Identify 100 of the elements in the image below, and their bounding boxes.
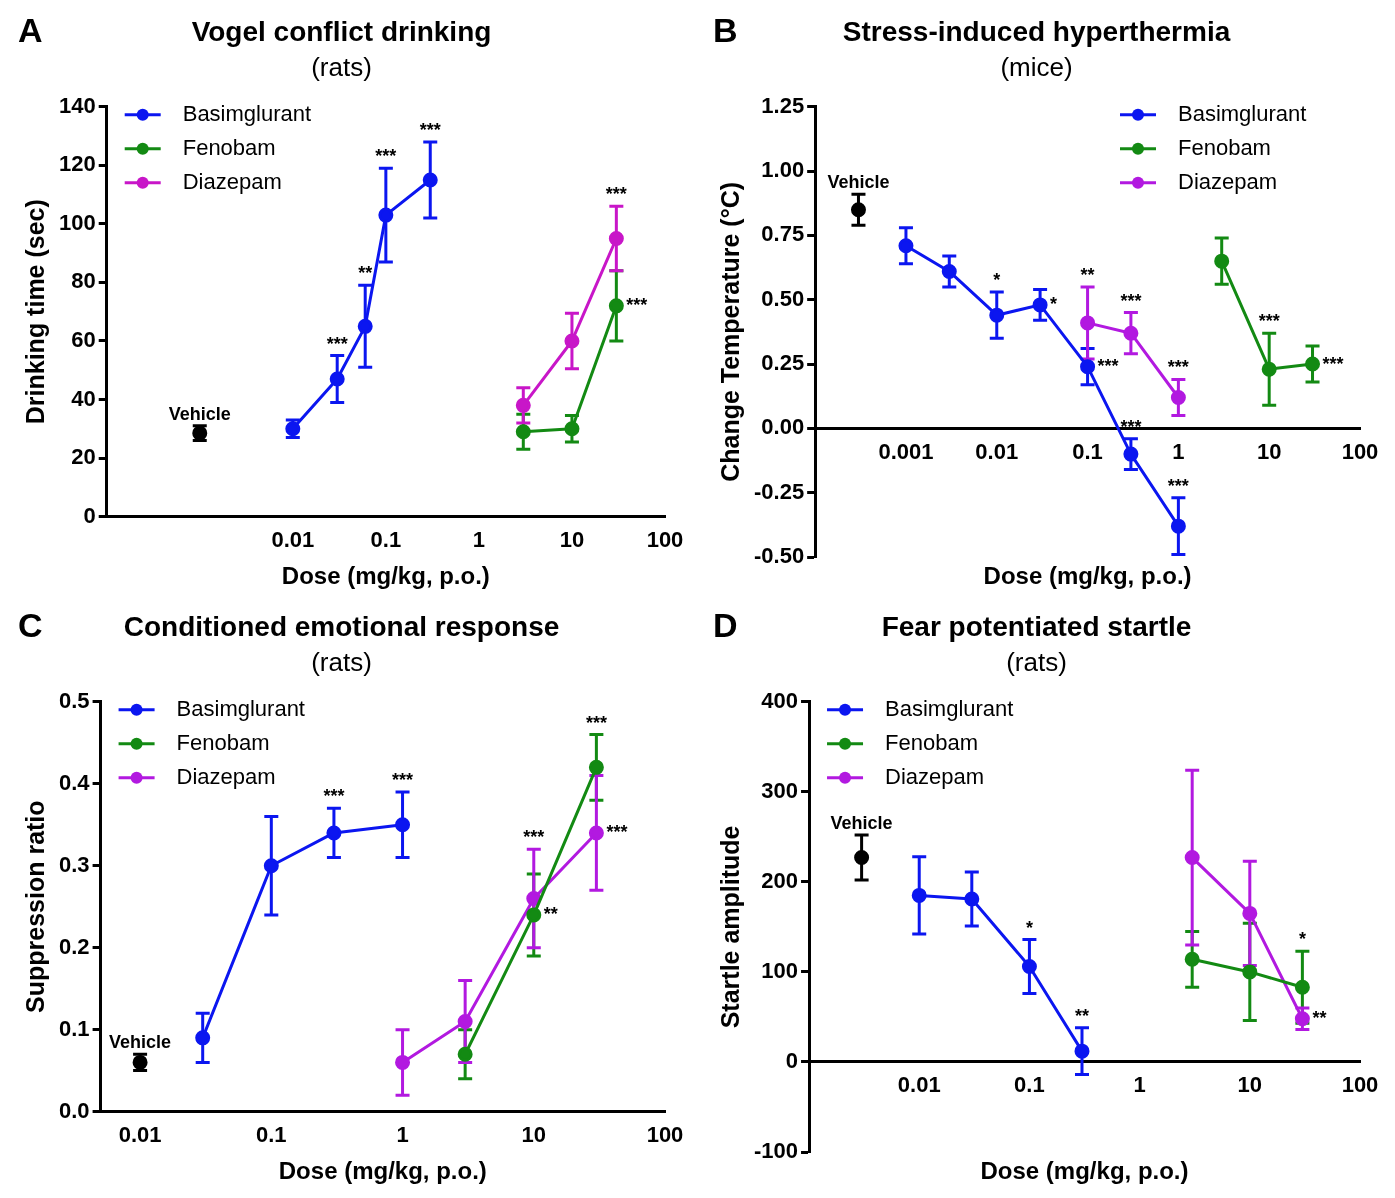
legend-label: Diazepam bbox=[1178, 168, 1278, 194]
y-tick-label: 0.00 bbox=[761, 414, 805, 440]
chart-subtitle: (mice) bbox=[1000, 52, 1073, 83]
annotation: *** bbox=[585, 712, 607, 733]
y-tick-label: 0.3 bbox=[58, 851, 90, 877]
annotation: ** bbox=[543, 904, 558, 925]
x-tick-label: 100 bbox=[646, 1121, 684, 1147]
x-tick-label: 0.01 bbox=[975, 438, 1019, 464]
x-tick-label: 100 bbox=[1341, 1072, 1379, 1098]
legend-label: Basimglurant bbox=[885, 695, 1014, 721]
annotation: *** bbox=[1120, 290, 1142, 311]
y-tick-label: 140 bbox=[58, 92, 96, 118]
text: B bbox=[713, 11, 738, 50]
y-tick-label: 0 bbox=[83, 502, 96, 528]
y-axis-title: Suppression ratio bbox=[20, 800, 49, 1013]
x-axis-title: Dose (mg/kg, p.o.) bbox=[281, 561, 490, 589]
x-tick-label: 0.001 bbox=[878, 438, 934, 464]
annotation: *** bbox=[605, 184, 627, 205]
y-tick-label: 200 bbox=[761, 867, 799, 893]
y-tick-label: -0.25 bbox=[753, 478, 805, 504]
annotation: *** bbox=[323, 786, 345, 807]
text: D bbox=[713, 606, 738, 645]
y-tick-label: 1.00 bbox=[761, 157, 805, 183]
x-tick-label: 0.1 bbox=[1072, 438, 1103, 464]
y-tick-label: -0.50 bbox=[753, 543, 805, 569]
legend-label: Fenobam bbox=[885, 729, 978, 755]
y-tick-label: 20 bbox=[71, 444, 96, 470]
x-axis-title: Dose (mg/kg, p.o.) bbox=[983, 561, 1192, 589]
annotation: *** bbox=[375, 146, 397, 167]
annotation: Vehicle bbox=[827, 172, 890, 193]
x-tick-label: 0.1 bbox=[1014, 1072, 1045, 1098]
x-tick-label: 0.01 bbox=[897, 1072, 941, 1098]
y-tick-label: 100 bbox=[761, 957, 799, 983]
y-tick-label: 1.25 bbox=[761, 92, 805, 118]
annotation: *** bbox=[1167, 357, 1189, 378]
y-tick-label: 0.1 bbox=[58, 1015, 90, 1041]
annotation: Vehicle bbox=[109, 1032, 172, 1053]
annotation: *** bbox=[392, 769, 414, 790]
x-tick-label: 10 bbox=[521, 1121, 547, 1147]
x-tick-label: 1 bbox=[1133, 1072, 1146, 1098]
y-tick-label: -100 bbox=[753, 1138, 799, 1164]
legend-label: Diazepam bbox=[176, 763, 276, 789]
x-tick-label: 0.1 bbox=[256, 1121, 287, 1147]
annotation: *** bbox=[1322, 353, 1344, 374]
y-axis-title: Change Temperature (°C) bbox=[715, 181, 744, 482]
annotation: ** bbox=[1080, 264, 1095, 285]
annotation: *** bbox=[326, 333, 348, 354]
annotation: Vehicle bbox=[830, 813, 893, 834]
x-tick-label: 100 bbox=[1341, 438, 1379, 464]
x-tick-label: 1 bbox=[472, 526, 486, 552]
chart-title: Fear potentiated startle bbox=[881, 610, 1192, 642]
y-tick-label: 80 bbox=[71, 268, 96, 294]
y-tick-label: 40 bbox=[71, 385, 96, 411]
x-tick-label: 100 bbox=[646, 526, 684, 552]
y-tick-label: 0.75 bbox=[761, 221, 805, 247]
x-tick-label: 0.01 bbox=[271, 526, 315, 552]
annotation: * bbox=[1025, 917, 1033, 938]
x-tick-label: 10 bbox=[1237, 1072, 1263, 1098]
annotation: *** bbox=[1120, 416, 1142, 437]
y-axis-title: Drinking time (sec) bbox=[20, 199, 49, 425]
y-tick-label: 0.0 bbox=[58, 1097, 90, 1123]
annotation: * bbox=[1298, 929, 1306, 950]
annotation: ** bbox=[1312, 1008, 1327, 1029]
x-tick-label: 1 bbox=[396, 1121, 409, 1147]
annotation: *** bbox=[1258, 311, 1280, 332]
legend-label: Fenobam bbox=[176, 729, 270, 755]
x-axis-title: Dose (mg/kg, p.o.) bbox=[278, 1156, 487, 1184]
chart-title: Stress-induced hyperthermia bbox=[842, 15, 1231, 47]
y-tick-label: 0 bbox=[785, 1048, 799, 1074]
legend-label: Fenobam bbox=[182, 134, 276, 160]
y-tick-label: 0.25 bbox=[761, 350, 805, 376]
annotation: *** bbox=[1167, 475, 1189, 496]
text: C bbox=[18, 606, 43, 645]
y-axis-title: Startle amplitude bbox=[715, 825, 744, 1029]
legend-label: Basimglurant bbox=[176, 695, 305, 721]
y-tick-label: 400 bbox=[761, 687, 799, 713]
y-tick-label: 0.2 bbox=[58, 933, 90, 959]
y-tick-label: 120 bbox=[58, 151, 96, 177]
x-axis-title: Dose (mg/kg, p.o.) bbox=[980, 1156, 1189, 1184]
chart-subtitle: (rats) bbox=[1006, 647, 1067, 678]
x-tick-label: 0.1 bbox=[370, 526, 402, 552]
annotation: *** bbox=[606, 822, 628, 843]
y-tick-label: 60 bbox=[71, 327, 96, 353]
annotation: *** bbox=[1097, 356, 1119, 377]
legend-label: Diazepam bbox=[182, 168, 282, 194]
legend-label: Fenobam bbox=[1178, 134, 1271, 160]
x-tick-label: 10 bbox=[1256, 438, 1282, 464]
annotation: *** bbox=[419, 119, 441, 140]
chart-subtitle: (rats) bbox=[311, 52, 372, 83]
x-tick-label: 0.01 bbox=[118, 1121, 162, 1147]
y-tick-label: 0.4 bbox=[58, 769, 91, 795]
chart-title: Vogel conflict drinking bbox=[191, 15, 492, 47]
y-tick-label: 0.5 bbox=[58, 687, 90, 713]
chart-title: Conditioned emotional response bbox=[123, 610, 560, 642]
y-tick-label: 0.50 bbox=[761, 285, 805, 311]
y-tick-label: 300 bbox=[761, 777, 799, 803]
legend-label: Basimglurant bbox=[182, 100, 312, 126]
annotation: ** bbox=[1074, 1005, 1089, 1026]
annotation: ** bbox=[358, 263, 373, 284]
y-tick-label: 100 bbox=[58, 209, 96, 235]
